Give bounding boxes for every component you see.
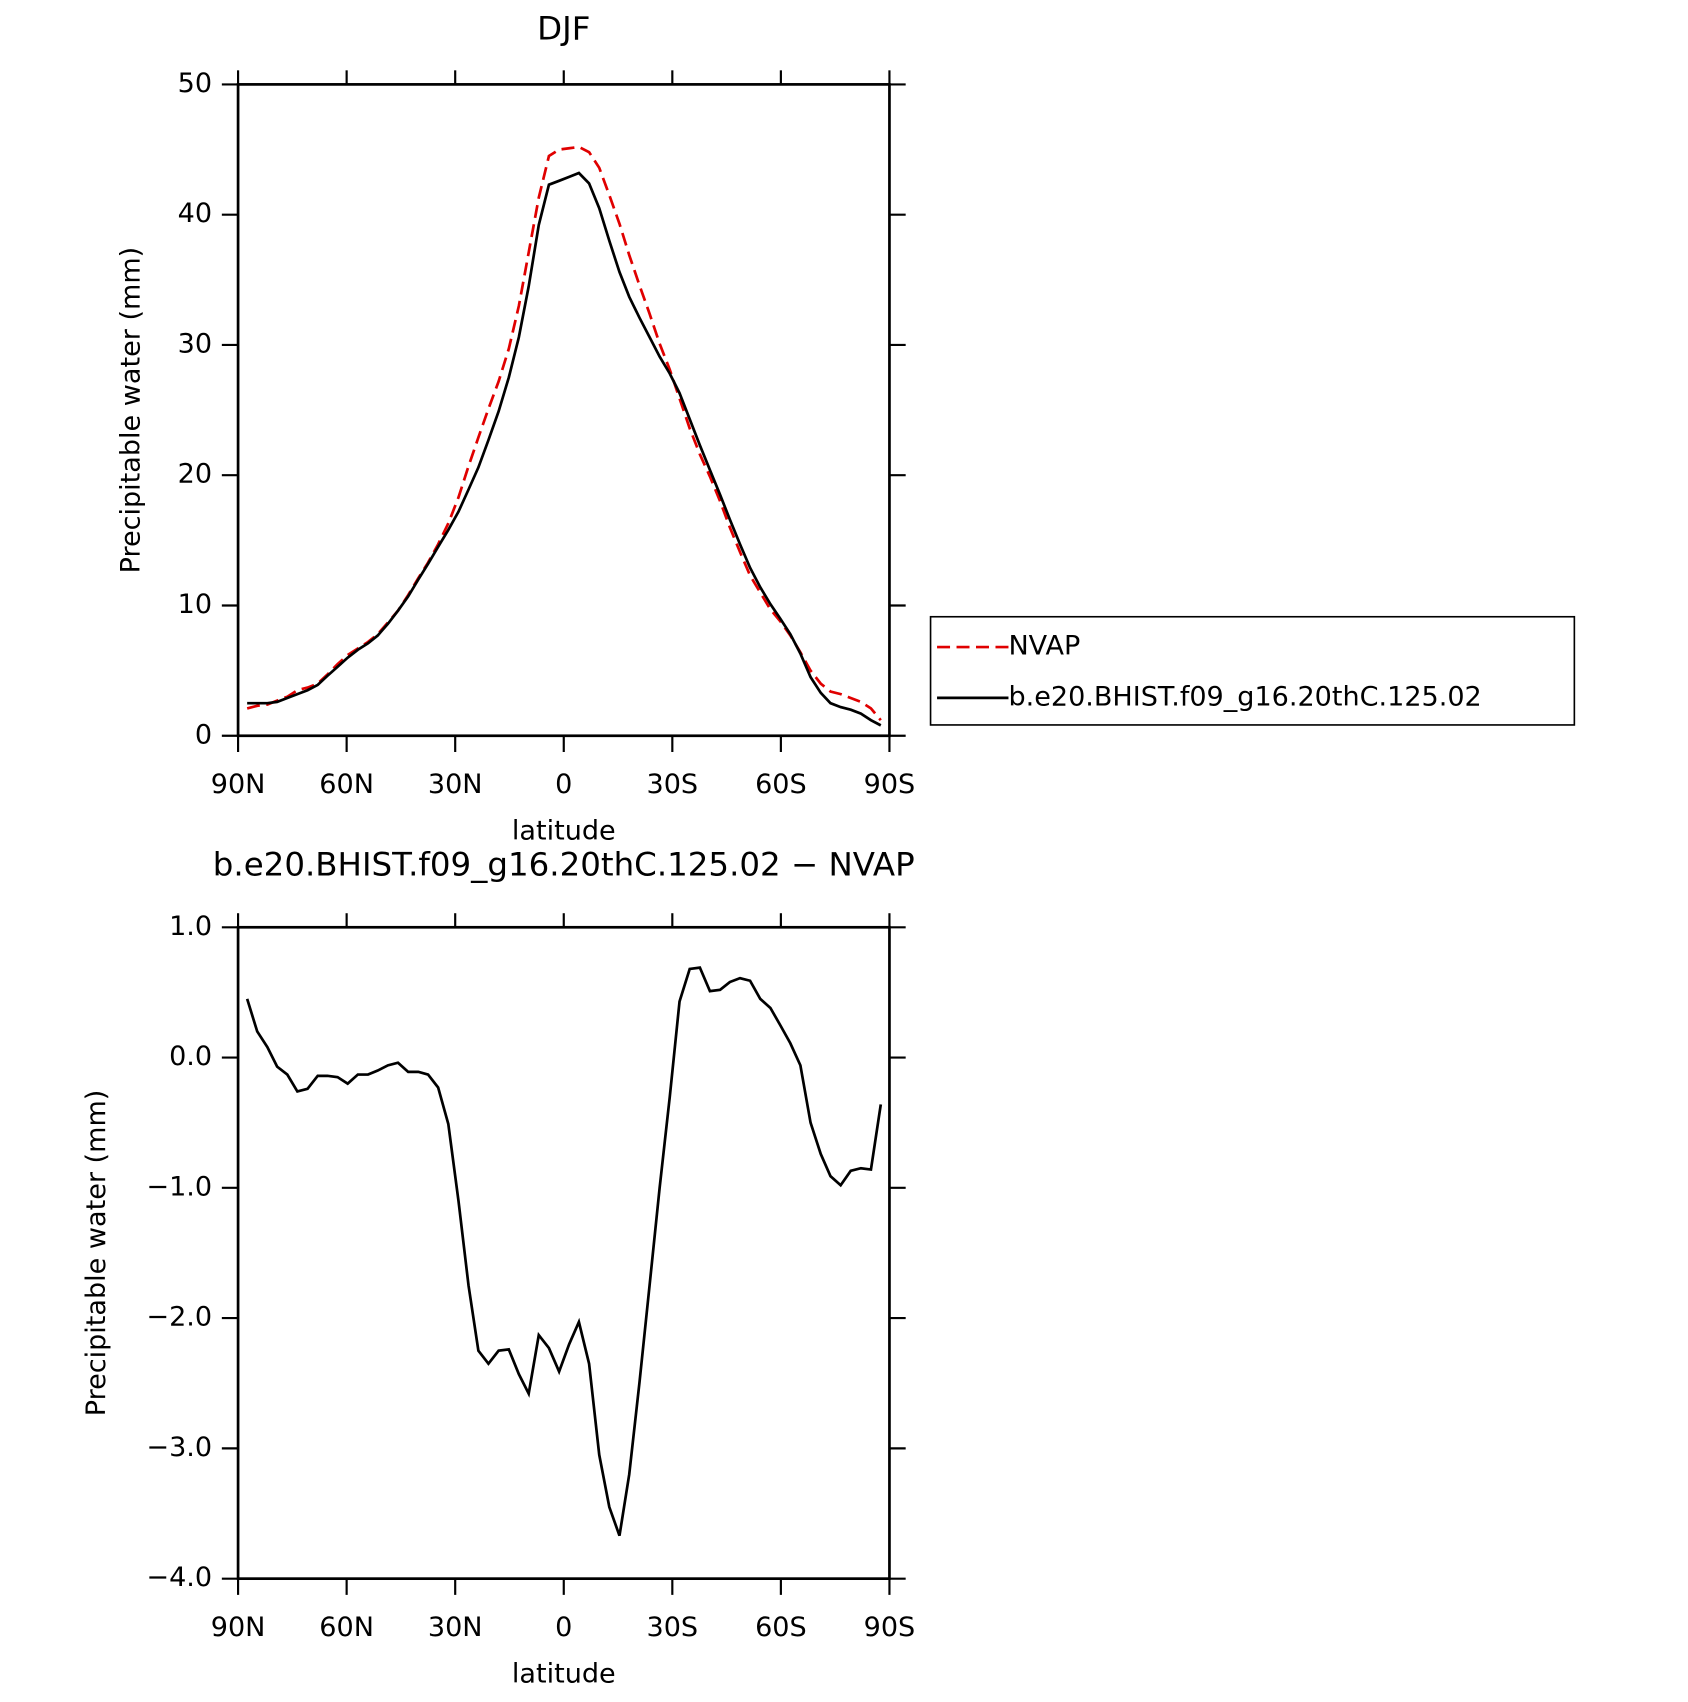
y-tick-label: −4.0 xyxy=(146,1562,212,1593)
x-tick-label: 60N xyxy=(319,769,374,800)
x-tick-label: 90N xyxy=(211,1612,266,1643)
y-tick-label: 20 xyxy=(178,459,212,490)
y-axis-label: Precipitable water (mm) xyxy=(81,1090,112,1417)
x-tick-label: 90S xyxy=(864,1612,916,1643)
y-tick-label: 40 xyxy=(178,198,212,229)
legend-box xyxy=(929,615,1576,726)
chart-title: b.e20.BHIST.f09_g16.20thC.125.02 − NVAP xyxy=(213,846,915,884)
y-tick-label: −3.0 xyxy=(146,1432,212,1463)
x-tick-label: 90S xyxy=(864,769,916,800)
y-tick-label: 1.0 xyxy=(169,911,212,942)
x-tick-label: 0 xyxy=(555,769,572,800)
legend-label: NVAP xyxy=(1008,631,1080,662)
series-line xyxy=(246,145,882,722)
y-tick-label: 0.0 xyxy=(169,1041,212,1072)
y-tick-label: 10 xyxy=(178,589,212,620)
plot-frame xyxy=(236,925,891,1581)
legend-label: b.e20.BHIST.f09_g16.20thC.125.02 xyxy=(1008,681,1481,712)
chart-title: DJF xyxy=(537,9,590,47)
x-tick-label: 60S xyxy=(755,1612,807,1643)
series-line xyxy=(247,171,882,727)
series-line xyxy=(245,966,883,1537)
y-tick-label: 0 xyxy=(195,719,212,750)
x-tick-label: 60S xyxy=(755,769,807,800)
x-tick-label: 0 xyxy=(555,1612,572,1643)
y-tick-label: 50 xyxy=(178,68,212,99)
x-tick-label: 30N xyxy=(428,769,483,800)
y-tick-label: 30 xyxy=(178,328,212,359)
x-axis-label: latitude xyxy=(512,1658,616,1689)
x-tick-label: 30N xyxy=(428,1612,483,1643)
y-tick-label: −1.0 xyxy=(146,1171,212,1202)
x-tick-label: 90N xyxy=(211,769,266,800)
x-axis-label: latitude xyxy=(512,816,616,847)
y-tick-label: −2.0 xyxy=(146,1302,212,1333)
x-tick-label: 30S xyxy=(647,769,699,800)
x-tick-label: 30S xyxy=(647,1612,699,1643)
x-tick-label: 60N xyxy=(319,1612,374,1643)
y-axis-label: Precipitable water (mm) xyxy=(116,247,147,574)
